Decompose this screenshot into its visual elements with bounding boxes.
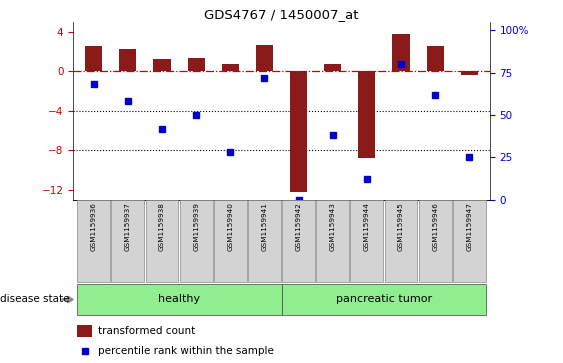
Bar xyxy=(324,64,341,71)
Text: percentile rank within the sample: percentile rank within the sample xyxy=(98,346,274,356)
Text: GSM1159944: GSM1159944 xyxy=(364,202,370,251)
Bar xyxy=(392,34,409,71)
Text: GSM1159942: GSM1159942 xyxy=(296,202,302,251)
Bar xyxy=(427,46,444,71)
FancyBboxPatch shape xyxy=(111,200,144,282)
Text: GSM1159946: GSM1159946 xyxy=(432,202,438,251)
Text: GSM1159941: GSM1159941 xyxy=(261,202,267,251)
Bar xyxy=(222,64,239,71)
FancyBboxPatch shape xyxy=(180,200,212,282)
FancyBboxPatch shape xyxy=(214,200,247,282)
Text: GSM1159947: GSM1159947 xyxy=(466,202,472,251)
Text: GSM1159936: GSM1159936 xyxy=(91,202,97,251)
Text: disease state: disease state xyxy=(0,294,69,305)
Text: transformed count: transformed count xyxy=(98,326,195,337)
FancyBboxPatch shape xyxy=(77,284,282,315)
Bar xyxy=(358,71,376,158)
FancyBboxPatch shape xyxy=(282,200,315,282)
Bar xyxy=(154,59,171,71)
Bar xyxy=(119,49,136,71)
FancyBboxPatch shape xyxy=(248,200,281,282)
FancyBboxPatch shape xyxy=(282,284,486,315)
FancyBboxPatch shape xyxy=(453,200,486,282)
Bar xyxy=(85,46,102,71)
Bar xyxy=(256,45,273,71)
FancyBboxPatch shape xyxy=(77,200,110,282)
Bar xyxy=(290,71,307,192)
FancyBboxPatch shape xyxy=(419,200,452,282)
Text: GSM1159945: GSM1159945 xyxy=(398,202,404,251)
Text: healthy: healthy xyxy=(158,294,200,305)
Text: GSM1159940: GSM1159940 xyxy=(227,202,233,251)
Bar xyxy=(77,325,92,338)
FancyBboxPatch shape xyxy=(385,200,417,282)
Title: GDS4767 / 1450007_at: GDS4767 / 1450007_at xyxy=(204,8,359,21)
Text: GSM1159938: GSM1159938 xyxy=(159,202,165,251)
FancyBboxPatch shape xyxy=(316,200,349,282)
Text: GSM1159937: GSM1159937 xyxy=(125,202,131,251)
Bar xyxy=(461,71,478,75)
FancyBboxPatch shape xyxy=(351,200,383,282)
Bar xyxy=(187,58,205,71)
FancyBboxPatch shape xyxy=(146,200,178,282)
Text: GSM1159943: GSM1159943 xyxy=(330,202,336,251)
Text: pancreatic tumor: pancreatic tumor xyxy=(336,294,432,305)
Text: GSM1159939: GSM1159939 xyxy=(193,202,199,251)
